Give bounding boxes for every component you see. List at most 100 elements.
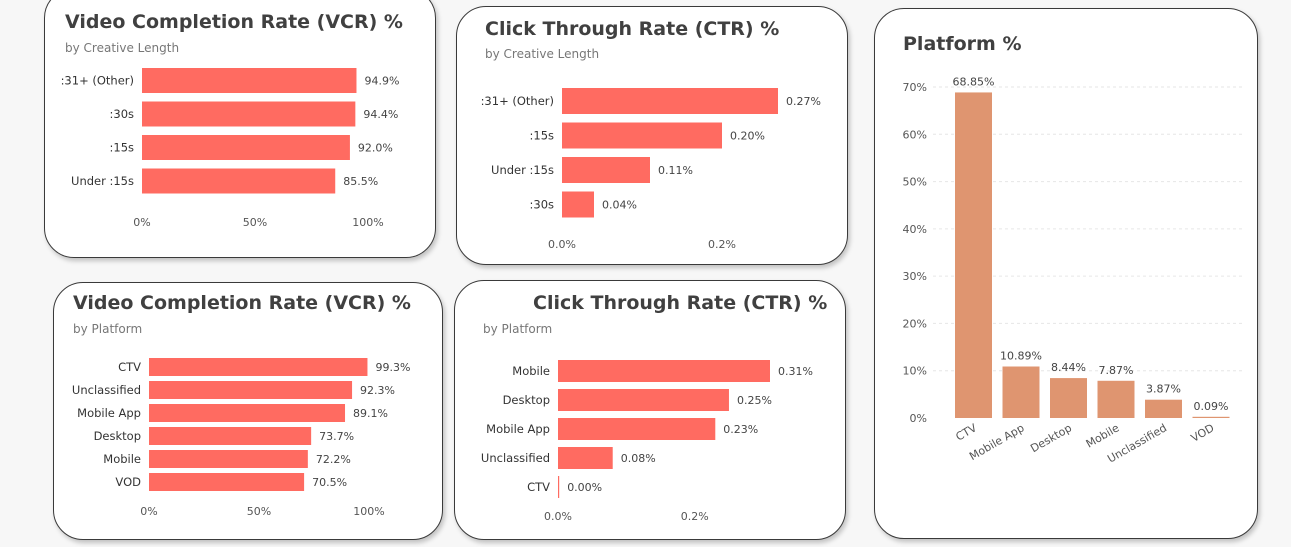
bar [562,191,594,218]
value-label: 89.1% [353,407,388,420]
bar [562,88,778,114]
category-label: :31+ (Other) [481,94,554,108]
panel-subtitle: by Platform [483,322,553,336]
value-label: 0.08% [621,452,656,465]
value-label: 0.31% [778,365,813,378]
value-label: 0.27% [786,95,821,108]
value-label: 70.5% [312,476,347,489]
x-tick-label: 100% [352,216,383,229]
bar [558,360,770,382]
value-label: 72.2% [316,453,351,466]
value-label: 0.25% [737,394,772,407]
bar [558,418,716,440]
x-tick-label: VOD [1189,421,1217,444]
category-label: Under :15s [491,163,554,177]
x-tick-label: 0% [140,505,157,518]
bar [149,473,305,491]
category-label: :31+ (Other) [61,74,134,88]
x-tick-label: 0% [133,216,150,229]
category-label: Desktop [94,429,141,443]
y-tick-label: 10% [903,365,927,378]
x-tick-label: 0.2% [708,238,736,251]
vcr-creative-length-panel: :31+ (Other) 94.9%:30s 94.4%:15s 92.0% Under… [44,0,436,258]
bar [149,404,346,422]
x-tick-label: 0.0% [548,238,576,251]
panel-title: Video Completion Rate (VCR) % [73,292,411,314]
x-tick-label: 50% [243,216,267,229]
category-label: CTV [527,480,550,494]
value-label: 0.09% [1194,400,1229,413]
value-label: 0.11% [658,164,693,177]
bar [149,358,368,376]
category-label: Unclassified [72,383,141,397]
value-label: 0.23% [723,423,758,436]
y-tick-label: 60% [903,128,927,141]
value-label: 92.0% [358,142,393,155]
category-label: :15s [530,129,555,143]
y-tick-label: 50% [903,176,927,189]
category-label: Desktop [503,393,550,407]
bar [149,450,308,468]
x-tick-label: Desktop [1028,421,1074,455]
bar [1145,399,1182,418]
value-label: 94.9% [364,75,399,88]
bar [1192,416,1230,418]
bar [558,389,729,411]
panel-subtitle: by Creative Length [485,47,600,61]
value-label: 7.87% [1099,364,1134,377]
bar [562,157,650,183]
category-label: :30s [110,107,135,121]
bar [1097,380,1135,418]
category-label: Mobile [103,452,141,466]
value-label: 0.00% [567,481,602,494]
bar [955,92,992,418]
category-label: :15s [110,141,135,155]
y-tick-label: 0% [910,412,927,425]
bar [142,68,357,93]
ctr-platform-panel: Mobile 0.31% Desktop 0.25% Mobile App 0.23% Un… [454,280,846,540]
panel-subtitle: by Platform [73,322,143,336]
vcr-creative-length-chart: :31+ (Other) 94.9%:30s 94.4%:15s 92.0% Under… [61,68,399,229]
value-label: 3.87% [1146,383,1181,396]
vcr-platform-chart: CTV 99.3% Unclassified 92.3% Mobile App 89.1%… [72,358,410,518]
bar [558,447,613,469]
category-label: Mobile [512,364,550,378]
bar [1002,366,1040,418]
category-label: Mobile App [77,406,141,420]
category-label: :30s [530,198,555,212]
bar [142,135,350,160]
x-tick-label: 0.0% [544,510,572,523]
x-tick-label: 50% [247,505,271,518]
panel-title: Click Through Rate (CTR) % [485,18,780,40]
value-label: 99.3% [375,361,410,374]
x-tick-label: Mobile [1084,421,1122,450]
x-tick-label: 100% [353,505,384,518]
bar [558,476,560,498]
ctr-creative-length-panel: :31+ (Other) 0.27% :15s 0.20% Under :15s 0.11… [456,6,848,265]
bar [562,122,722,149]
panel-title: Click Through Rate (CTR) % [533,292,828,314]
category-label: Unclassified [481,451,550,465]
value-label: 68.85% [953,75,995,88]
category-label: CTV [118,360,141,374]
panel-title: Video Completion Rate (VCR) % [65,11,403,33]
platform-share-panel: 0% 10% 20% 30% 40% 50% 60% 70% 68.85% CTV 10.89% Mo… [874,8,1258,539]
value-label: 10.89% [1000,350,1042,363]
x-tick-label: 0.2% [681,510,709,523]
x-tick-label: CTV [954,421,980,443]
value-label: 92.3% [360,384,395,397]
value-label: 0.20% [730,130,765,143]
bar [142,168,336,194]
y-tick-label: 40% [903,223,927,236]
value-label: 73.7% [319,430,354,443]
vcr-platform-panel: CTV 99.3% Unclassified 92.3% Mobile App 89.1%… [53,282,443,540]
platform-share-chart: 0% 10% 20% 30% 40% 50% 60% 70% 68.85% CTV 10.89% Mo… [903,75,1245,466]
ctr-platform-chart: Mobile 0.31% Desktop 0.25% Mobile App 0.23% Un… [481,360,813,523]
value-label: 94.4% [363,108,398,121]
bar [1050,378,1087,418]
value-label: 85.5% [343,175,378,188]
y-tick-label: 70% [903,81,927,94]
panel-subtitle: by Creative Length [65,41,180,55]
bar [149,381,353,399]
bar [149,427,312,445]
